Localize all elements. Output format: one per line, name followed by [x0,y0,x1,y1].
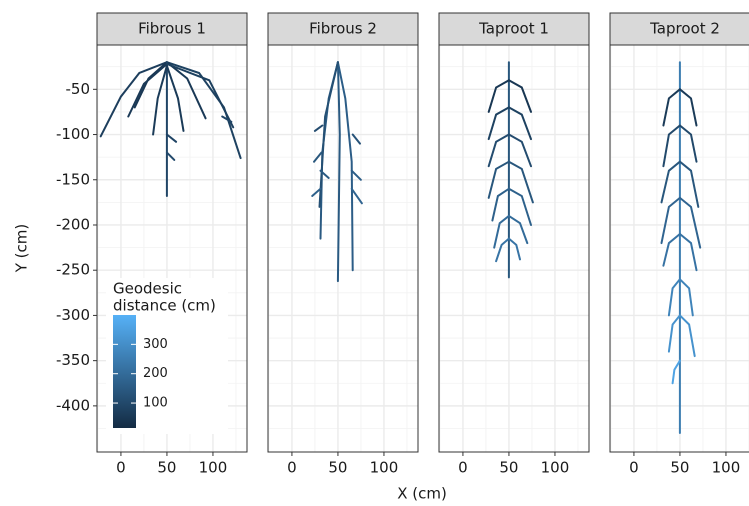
x-tick-label: 0 [629,459,639,477]
x-tick-label: 100 [712,459,741,477]
x-tick-label: 100 [541,459,570,477]
root [662,88,681,127]
strip [438,12,590,46]
root [336,61,341,283]
root [493,214,510,249]
root [487,106,510,141]
root [667,278,681,317]
panel-background [268,45,418,452]
root [350,187,363,205]
root [165,63,235,129]
y-tick-label: -400 [56,396,90,414]
x-tick-label: 100 [199,459,228,477]
strip-title: Taproot 2 [649,20,720,38]
root [678,88,698,127]
root [152,64,168,136]
x-tick-label: 50 [157,459,176,477]
strip-title: Fibrous 1 [138,20,206,38]
root [165,151,176,161]
root [491,187,510,222]
colorbar-tick-label: 100 [143,396,168,411]
root [319,169,330,179]
root [507,160,534,204]
root [495,237,510,263]
x-tick-label: 50 [328,459,347,477]
root [313,124,324,132]
y-tick-label: -100 [56,125,90,143]
x-tick-label: 100 [370,459,399,477]
root [318,61,339,208]
root [507,106,532,141]
y-tick-label: -250 [56,261,90,279]
root [678,314,696,358]
root [507,187,532,226]
y-tick-label: -50 [66,80,91,98]
root [336,61,354,272]
colorbar-tick-label: 200 [143,366,168,381]
panel-background [439,45,589,452]
x-axis-title: X (cm) [397,485,447,503]
y-tick-label: -300 [56,306,90,324]
root [313,151,323,163]
root [351,133,361,145]
x-tick-label: 0 [287,459,297,477]
root [678,124,698,163]
root [507,79,532,113]
root [127,63,168,118]
root [487,160,510,199]
root [671,359,681,385]
y-tick-label: -150 [56,170,90,188]
strip-title: Taproot 1 [478,20,549,38]
legend-title: distance (cm) [113,297,216,315]
y-tick-label: -200 [56,215,90,233]
x-tick-label: 0 [116,459,126,477]
strip [96,12,248,46]
root [678,196,702,249]
root [678,233,698,272]
strip [267,12,419,46]
root [667,314,681,353]
x-tick-label: 50 [670,459,689,477]
legend-title: Geodesic [113,280,182,298]
root [350,169,362,181]
colorbar [113,315,136,428]
root [165,133,178,143]
root [660,160,681,204]
root [165,64,185,132]
root [99,61,168,138]
strip-title: Fibrous 2 [309,20,377,38]
root [165,61,242,160]
root [662,233,681,267]
x-tick-label: 50 [499,459,518,477]
root [662,124,681,168]
colorbar-tick-label: 300 [143,337,168,352]
root [133,61,168,109]
root [678,278,694,317]
root [221,115,233,123]
y-axis-title: Y (cm) [13,224,31,274]
root [660,196,681,245]
root [487,133,510,168]
root [507,133,532,168]
strip [609,12,749,46]
root [311,187,322,197]
root [487,79,510,113]
x-tick-label: 0 [458,459,468,477]
root [507,214,529,245]
root [678,160,700,208]
y-tick-label: -350 [56,351,90,369]
root [507,237,521,261]
